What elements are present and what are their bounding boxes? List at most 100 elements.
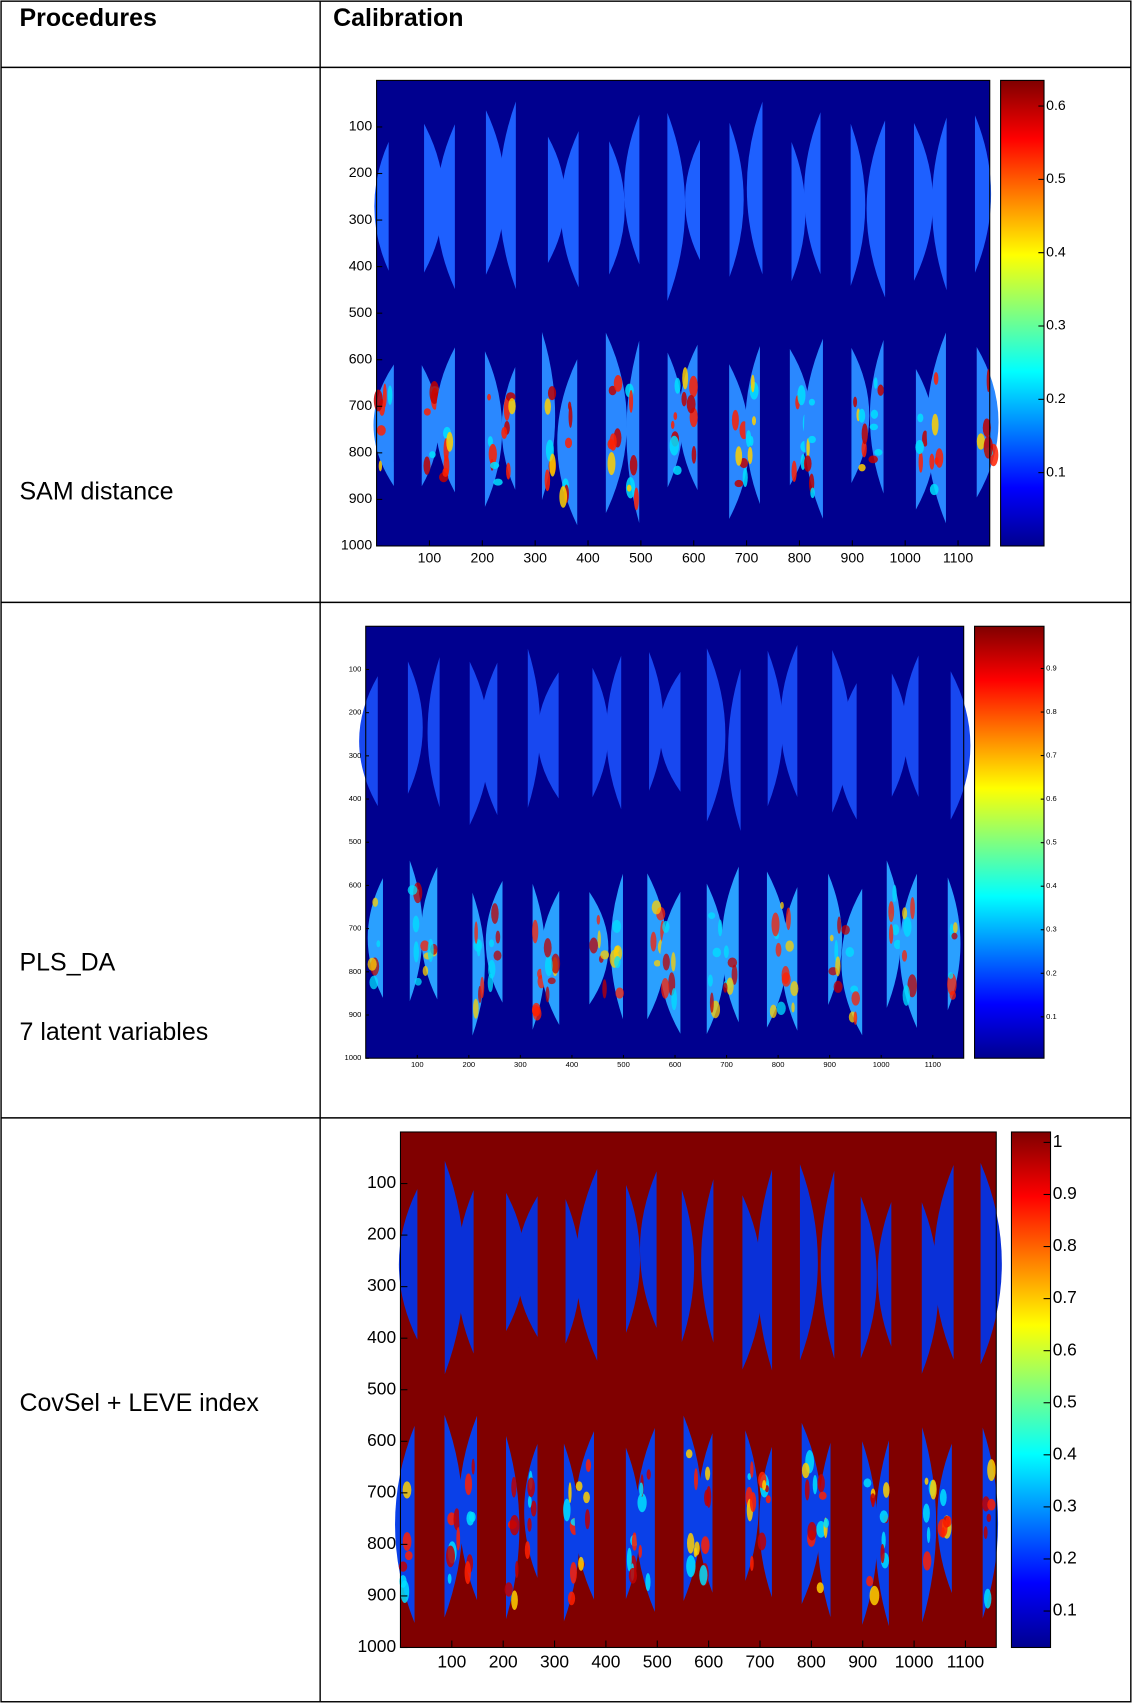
y-tick-label: 200: [367, 1224, 396, 1244]
leaf-spot: [638, 1544, 643, 1558]
leaf-spot: [447, 1573, 452, 1584]
leaf-spot: [637, 1493, 647, 1513]
leaf-spot: [705, 1466, 711, 1481]
leaf-spot: [751, 416, 757, 426]
y-tick-label: 400: [349, 794, 362, 803]
leaf-spot: [987, 1498, 996, 1511]
leaf-spot: [851, 991, 860, 1006]
leaf: [485, 110, 506, 275]
colorbar-tick-label: 1: [1053, 1131, 1063, 1151]
x-tick-label: 500: [643, 1652, 672, 1672]
leaf-spot: [413, 941, 419, 963]
leaf-spot: [750, 374, 755, 393]
leaf: [791, 142, 806, 282]
colorbar-tick-label: 0.6: [1053, 1339, 1077, 1359]
leaf-spot: [423, 408, 431, 416]
leaf-spot: [407, 885, 418, 896]
leaf-spot: [853, 1011, 858, 1025]
leaf-spot: [420, 940, 430, 952]
leaf-spot: [549, 453, 556, 477]
x-tick-label: 1000: [873, 1060, 890, 1069]
leaf: [547, 136, 566, 264]
leaf-spot: [731, 964, 738, 985]
leaf-spot: [471, 1458, 475, 1475]
leaf: [913, 123, 933, 281]
leaf-spot: [527, 1517, 532, 1532]
leaf-spot: [801, 1462, 810, 1479]
leaf-spot: [567, 1591, 576, 1606]
y-tick-label: 400: [367, 1327, 396, 1347]
leaf-spot: [400, 1580, 410, 1603]
leaf: [498, 101, 516, 290]
colorbar-tick-label: 0.5: [1053, 1391, 1077, 1411]
leaf-spot: [473, 939, 483, 952]
leaf-spot: [543, 938, 552, 958]
leaf: [444, 1160, 465, 1375]
leaf-spot: [524, 1541, 531, 1559]
leaf-spot: [614, 956, 621, 969]
y-tick-label: 700: [349, 397, 373, 413]
leaf-spot: [597, 930, 601, 949]
x-tick-label: 200: [462, 1060, 475, 1069]
y-tick-label: 500: [349, 304, 373, 320]
leaf: [574, 1431, 595, 1600]
y-tick-label: 800: [367, 1533, 396, 1553]
leaf: [922, 1427, 937, 1623]
leaf: [575, 1169, 598, 1361]
x-tick-label: 700: [720, 1060, 733, 1069]
leaf-spot: [861, 423, 868, 445]
leaf-spot: [628, 1567, 638, 1584]
leaf-spot: [818, 1491, 827, 1500]
leaf: [902, 655, 919, 797]
leaf-spot: [578, 1556, 584, 1571]
leaf-spot: [987, 1459, 996, 1482]
leaf-spot: [671, 987, 677, 1011]
leaf-spot: [808, 435, 816, 444]
leaf-spot: [633, 487, 639, 511]
leaf-spot: [673, 465, 682, 476]
x-tick-label: 300: [523, 549, 547, 565]
leaf-spot: [681, 391, 687, 407]
leaf-spot: [808, 398, 815, 406]
leaf-spot: [888, 901, 895, 923]
leaf-spot: [823, 1518, 829, 1528]
leaf-spot: [693, 1547, 698, 1558]
leaf-spot: [402, 1532, 412, 1551]
leaf-spot: [589, 937, 599, 954]
y-tick-label: 500: [367, 1378, 396, 1398]
y-tick-label: 700: [367, 1481, 396, 1501]
leaf: [359, 676, 378, 807]
leaf-spot: [673, 412, 678, 421]
leaf: [756, 1169, 773, 1371]
leaf-spot: [947, 973, 957, 996]
x-tick-label: 100: [411, 1060, 424, 1069]
leaf-spot: [757, 1532, 767, 1551]
leaf-spot: [785, 907, 791, 931]
leaf-spot: [670, 420, 675, 430]
leaf-spot: [367, 957, 377, 971]
colorbar-tick-label: 0.9: [1046, 664, 1057, 673]
leaf-spot: [609, 433, 617, 451]
leaf-spot: [804, 1479, 810, 1501]
leaf-spot: [511, 1476, 517, 1498]
leaf-spot: [687, 1532, 695, 1554]
leaf-spot: [850, 985, 859, 993]
leaf: [374, 141, 389, 271]
leaf-spot: [873, 377, 878, 389]
leaf: [667, 112, 686, 301]
leaf-spot: [626, 484, 632, 492]
leaf-spot: [429, 451, 436, 459]
x-tick-label: 300: [540, 1652, 569, 1672]
leaf-spot: [883, 1482, 890, 1498]
x-tick-label: 100: [418, 549, 442, 565]
leaf-spot: [585, 1459, 592, 1472]
leaf-spot: [949, 990, 956, 1000]
leaf-spot: [982, 418, 991, 438]
leaf-spot: [653, 959, 661, 967]
leaf-spot: [922, 1551, 932, 1571]
leaf-spot: [568, 405, 573, 428]
leaf-spot: [903, 916, 912, 937]
leaf-spot: [631, 1532, 638, 1551]
leaf: [626, 1184, 641, 1333]
